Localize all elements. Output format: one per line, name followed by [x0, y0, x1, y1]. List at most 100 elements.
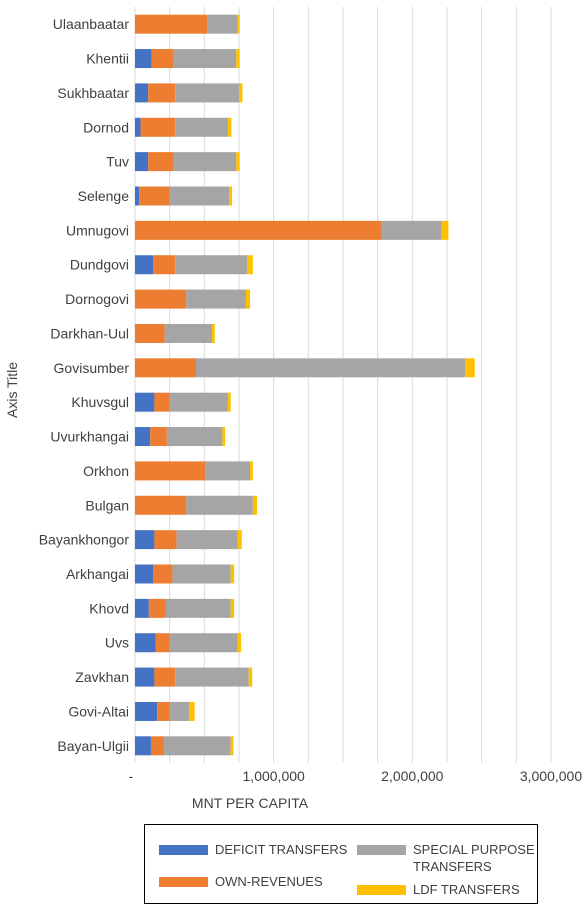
bar-segment-arkhangai-1 — [153, 564, 173, 584]
bar-segment-ulaanbaatar-2 — [207, 14, 238, 34]
legend: DEFICIT TRANSFERS OWN-REVENUES SPECIAL P… — [144, 824, 538, 904]
legend-item-special-purpose-transfers: SPECIAL PURPOSE TRANSFERS — [357, 841, 553, 875]
bar-segment-sukhbaatar-3 — [239, 83, 243, 103]
legend-swatch — [357, 845, 406, 855]
bar-segment-dundgovi-1 — [153, 255, 176, 275]
bar-segment-govi-altai-1 — [157, 701, 170, 721]
category-label: Ulaanbaatar — [53, 16, 130, 32]
bar-segment-govi-altai-3 — [189, 701, 195, 721]
legend-label: LDF TRANSFERS — [413, 882, 520, 897]
bar-segment-tuv-3 — [236, 152, 240, 172]
bar-segment-khovd-0 — [135, 598, 149, 618]
bar-segment-umnugovi-3 — [441, 220, 449, 240]
bar-segment-selenge-1 — [139, 186, 170, 206]
bar-segment-orkhon-1 — [135, 461, 206, 481]
x-tick-label: - — [129, 768, 134, 784]
bar-segment-tuv-2 — [173, 152, 237, 172]
bar-segment-tuv-1 — [148, 152, 174, 172]
bar-segment-bayankhongor-2 — [176, 530, 238, 550]
bar-segment-uvurkhangai-0 — [135, 427, 151, 447]
category-label: Govisumber — [54, 360, 130, 376]
category-label: Orkhon — [83, 463, 129, 479]
category-label: Sukhbaatar — [57, 85, 129, 101]
bar-segment-sukhbaatar-2 — [175, 83, 239, 103]
bar-segment-dornod-3 — [227, 117, 232, 137]
bar-segment-govisumber-3 — [465, 358, 475, 378]
x-tick-labels: - 1,000,000 2,000,000 3,000,000 — [129, 768, 583, 784]
bar-segment-khentii-1 — [151, 49, 174, 69]
bar-segment-darkhan-uul-1 — [135, 323, 165, 343]
x-tick-label: 2,000,000 — [381, 768, 443, 784]
bar-segment-uvs-3 — [237, 633, 242, 653]
bar-segment-bulgan-3 — [252, 495, 258, 515]
bar-segment-arkhangai-3 — [230, 564, 235, 584]
bar-segment-zavkhan-0 — [135, 667, 155, 687]
category-label: Bayankhongor — [39, 532, 130, 548]
category-label: Zavkhan — [75, 669, 129, 685]
bar-segment-dornod-1 — [140, 117, 176, 137]
bar-segment-umnugovi-2 — [381, 220, 442, 240]
bar-segment-dundgovi-2 — [175, 255, 248, 275]
bar-segment-khentii-0 — [135, 49, 152, 69]
bar-segment-bayan-ulgii-3 — [230, 736, 234, 756]
legend-swatch — [357, 885, 406, 895]
bar-segment-arkhangai-0 — [135, 564, 154, 584]
bar-segment-orkhon-2 — [205, 461, 251, 481]
bar-segment-umnugovi-1 — [135, 220, 382, 240]
bar-segment-selenge-3 — [229, 186, 233, 206]
bar-segment-darkhan-uul-2 — [164, 323, 212, 343]
bar-segment-khuvsgul-3 — [227, 392, 231, 412]
legend-label: DEFICIT TRANSFERS — [215, 842, 348, 857]
bar-segment-bulgan-1 — [135, 495, 187, 515]
bar-segment-govi-altai-2 — [169, 701, 190, 721]
bar-segment-khuvsgul-0 — [135, 392, 155, 412]
legend-item-ldf-transfers: LDF TRANSFERS — [357, 881, 585, 898]
category-label: Khovd — [89, 600, 129, 616]
bar-segment-bayan-ulgii-0 — [135, 736, 151, 756]
bar-segment-khentii-3 — [236, 49, 240, 69]
category-label: Khentii — [86, 51, 129, 67]
bar-segment-khuvsgul-1 — [154, 392, 170, 412]
category-label: Dornod — [83, 119, 129, 135]
legend-swatch — [159, 877, 208, 887]
bar-segment-khentii-2 — [173, 49, 237, 69]
legend-label: SPECIAL PURPOSE TRANSFERS — [413, 842, 535, 874]
category-label: Dornogovi — [65, 291, 129, 307]
bar-segment-bayankhongor-1 — [154, 530, 177, 550]
bar-segment-zavkhan-3 — [248, 667, 253, 687]
legend-swatch — [159, 845, 208, 855]
bar-segment-govi-altai-0 — [135, 701, 158, 721]
bar-segment-zavkhan-1 — [154, 667, 176, 687]
category-label: Bulgan — [85, 497, 129, 513]
category-label: Uvs — [105, 635, 129, 651]
bar-segment-ulaanbaatar-3 — [237, 14, 240, 34]
bar-segment-uvs-1 — [155, 633, 170, 653]
bar-segment-khovd-3 — [230, 598, 235, 618]
legend-label: OWN-REVENUES — [215, 874, 323, 889]
category-label: Umnugovi — [66, 222, 129, 238]
category-label: Govi-Altai — [68, 703, 129, 719]
category-label: Uvurkhangai — [50, 429, 129, 445]
category-label: Darkhan-Uul — [50, 325, 129, 341]
bar-segment-dundgovi-0 — [135, 255, 154, 275]
bar-segment-govisumber-2 — [196, 358, 466, 378]
bar-segment-bulgan-2 — [186, 495, 253, 515]
category-label: Bayan-Ulgii — [57, 738, 129, 754]
bar-segment-darkhan-uul-3 — [211, 323, 215, 343]
bar-segment-bayankhongor-3 — [237, 530, 242, 550]
bar-segment-uvurkhangai-2 — [166, 427, 223, 447]
bar-segment-khovd-2 — [165, 598, 231, 618]
category-label: Arkhangai — [66, 566, 129, 582]
bar-segment-govisumber-1 — [135, 358, 197, 378]
bar-segment-sukhbaatar-1 — [148, 83, 176, 103]
bar-segment-selenge-0 — [135, 186, 140, 206]
bars — [135, 14, 475, 756]
bar-segment-uvs-0 — [135, 633, 156, 653]
bar-segment-khuvsgul-2 — [169, 392, 228, 412]
bar-segment-dornogovi-1 — [135, 289, 187, 309]
bar-segment-dundgovi-3 — [247, 255, 253, 275]
bar-segment-khovd-1 — [148, 598, 166, 618]
y-axis-title: Axis Title — [4, 362, 20, 418]
legend-item-deficit-transfers: DEFICIT TRANSFERS — [159, 841, 395, 858]
x-tick-label: 3,000,000 — [520, 768, 582, 784]
